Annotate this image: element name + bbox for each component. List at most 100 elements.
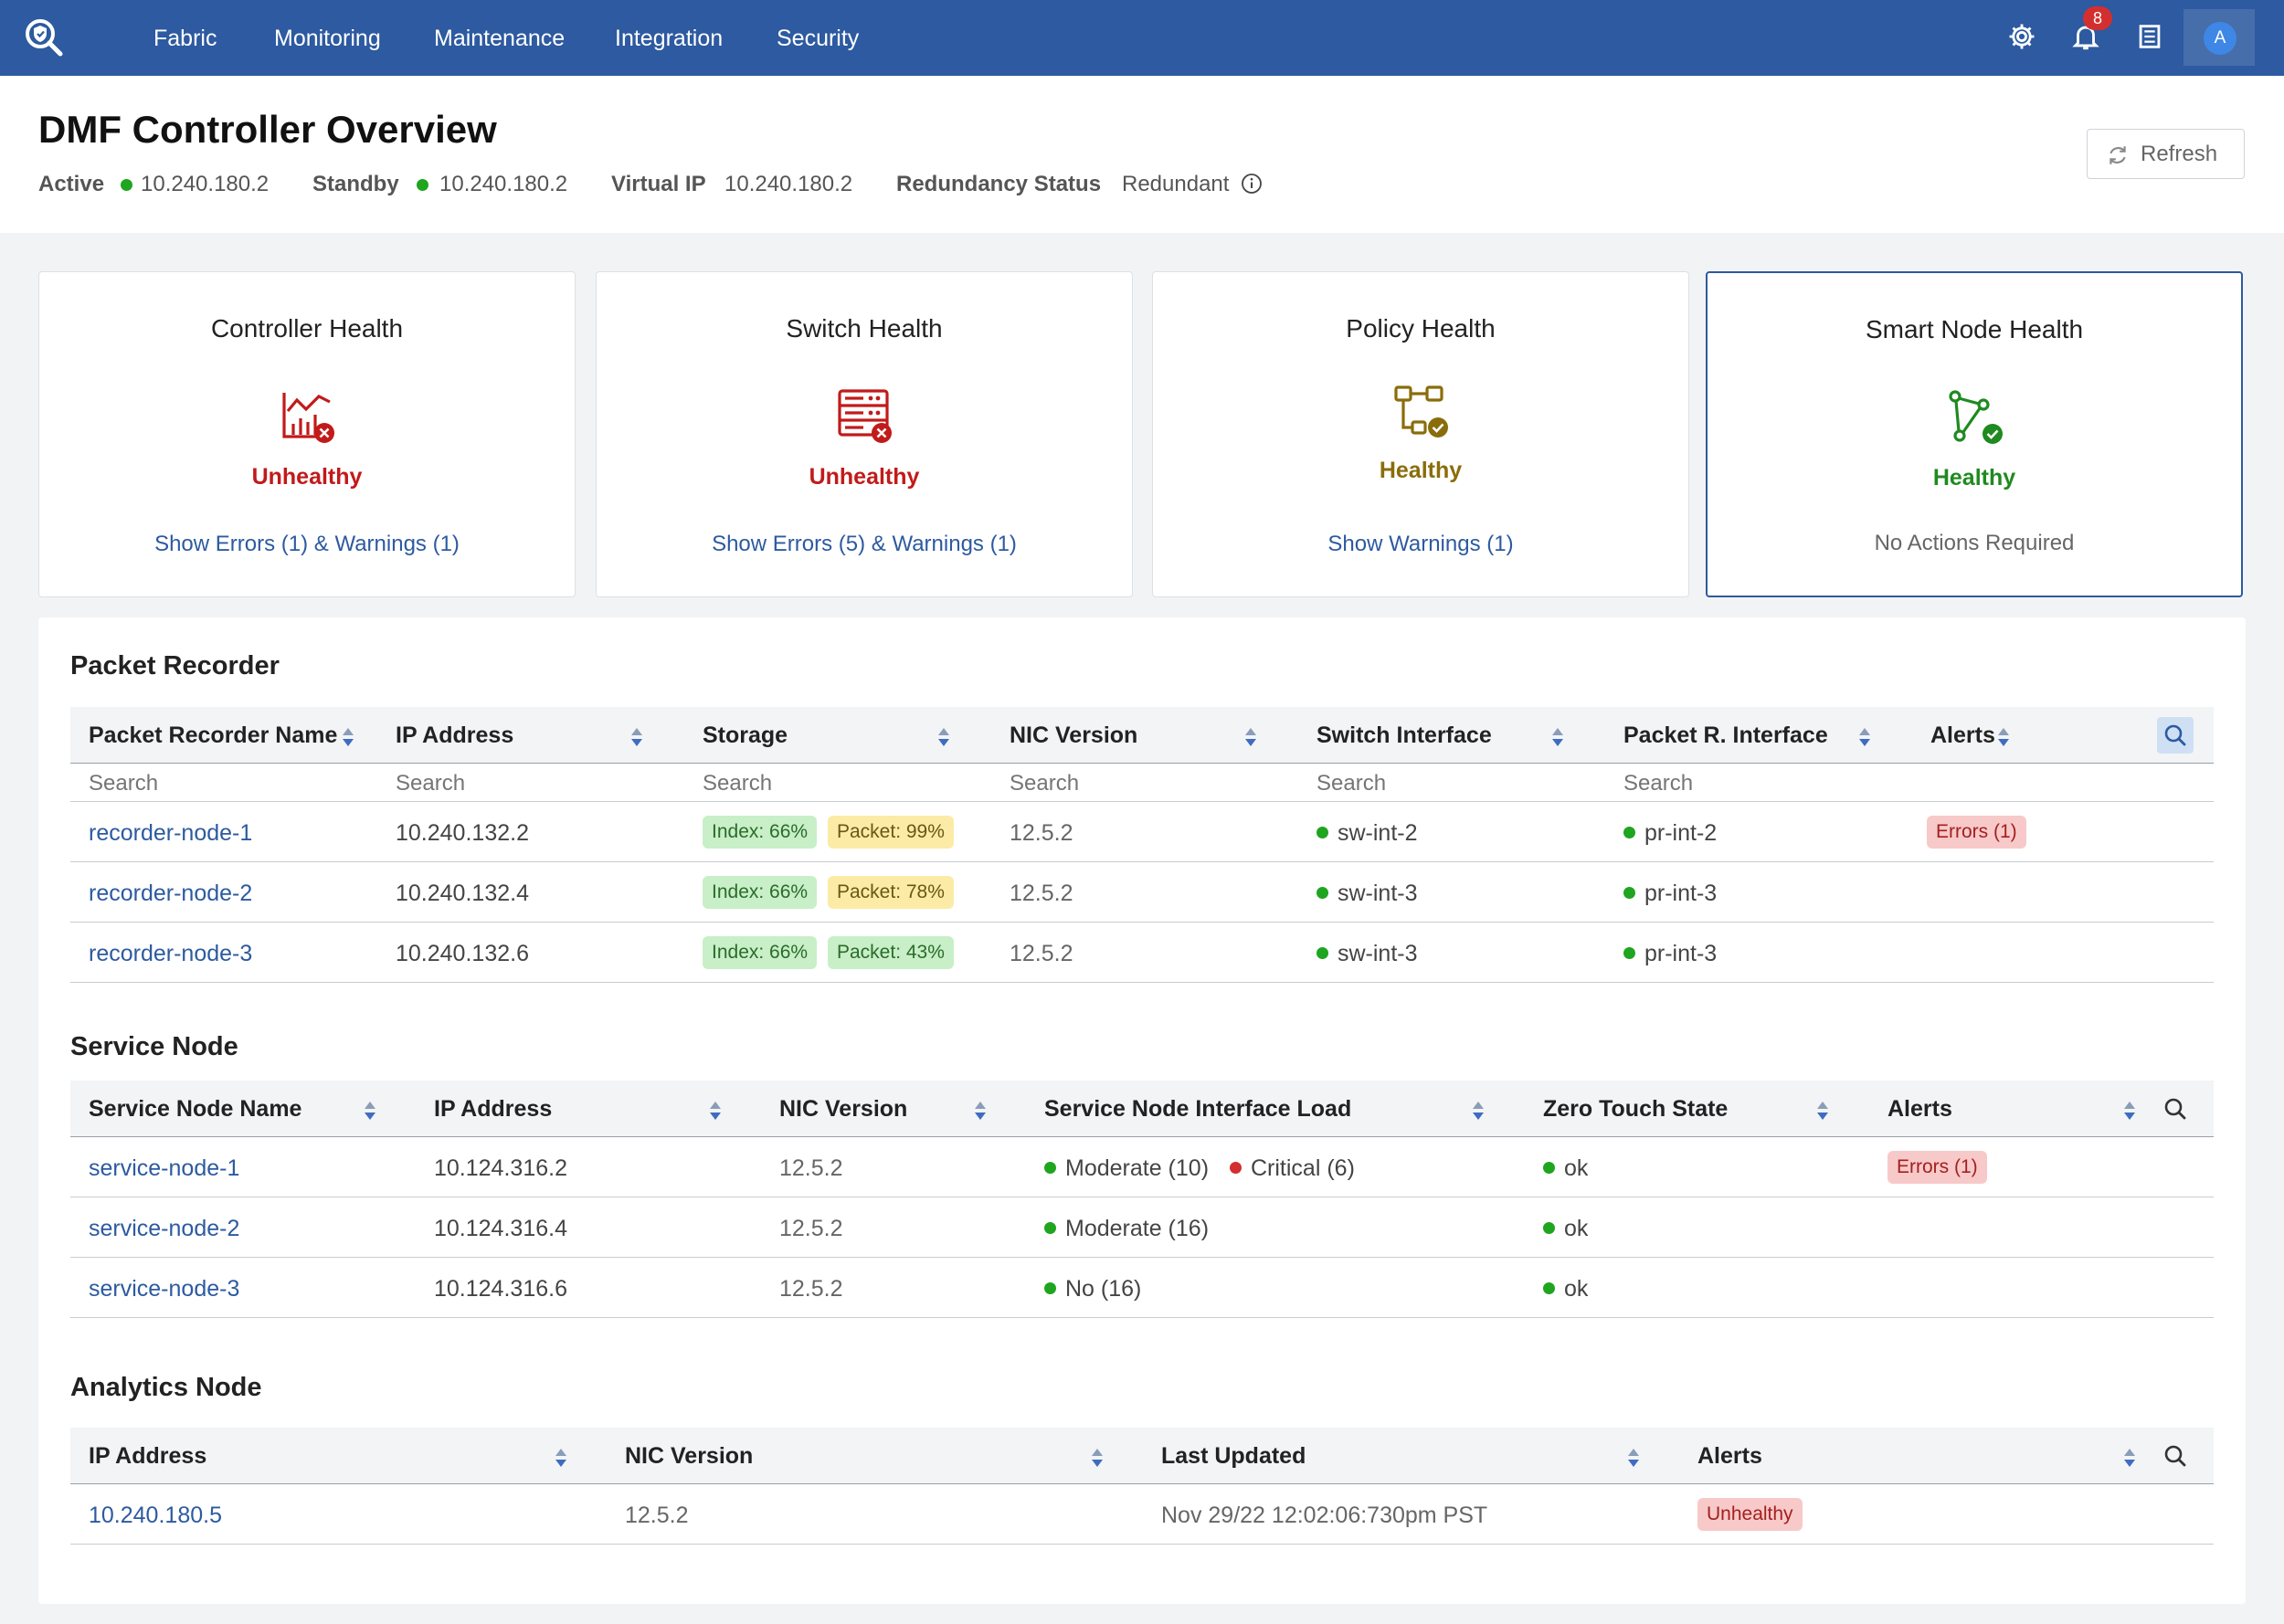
standby-status-dot xyxy=(417,179,428,191)
recorder-name-link[interactable]: recorder-node-3 xyxy=(89,941,253,966)
packet-r-interface: pr-int-2 xyxy=(1623,820,1717,847)
sort-icon[interactable] xyxy=(630,727,643,747)
nav-item-fabric[interactable]: Fabric xyxy=(153,26,217,51)
ip-address: 10.240.132.2 xyxy=(396,820,529,846)
sort-icon[interactable] xyxy=(555,1448,567,1468)
refresh-label: Refresh xyxy=(2141,142,2218,166)
redundancy-status-value: Redundant xyxy=(1122,172,1230,196)
search-input[interactable] xyxy=(1623,771,1888,796)
service-node-name-link[interactable]: service-node-2 xyxy=(89,1216,240,1241)
nav-item-integration[interactable]: Integration xyxy=(615,26,724,51)
switch-health-card[interactable]: Switch Health Unhealthy Show Errors (5) … xyxy=(596,271,1133,597)
unhealthy-alert-badge[interactable]: Unhealthy xyxy=(1697,1498,1803,1531)
nav-item-security[interactable]: Security xyxy=(777,26,860,51)
errors-alert-badge[interactable]: Errors (1) xyxy=(1887,1151,1987,1184)
column-header[interactable]: Zero Touch State xyxy=(1543,1096,1729,1122)
sort-icon[interactable] xyxy=(1816,1101,1829,1121)
show-warnings-link[interactable]: Show Warnings (1) xyxy=(1327,532,1514,556)
search-input[interactable] xyxy=(1010,771,1274,796)
active-ip: 10.240.180.2 xyxy=(141,172,270,196)
column-header[interactable]: Packet R. Interface xyxy=(1623,722,1828,748)
policy-check-icon xyxy=(1394,385,1448,438)
sort-icon[interactable] xyxy=(937,727,950,747)
packet-recorder-title: Packet Recorder xyxy=(70,651,280,680)
search-input[interactable] xyxy=(1316,771,1581,796)
zero-touch-state: ok xyxy=(1543,1216,1588,1242)
sort-icon[interactable] xyxy=(342,727,354,747)
search-input[interactable] xyxy=(703,771,968,796)
column-header[interactable]: NIC Version xyxy=(625,1443,754,1469)
status-dot xyxy=(1044,1282,1056,1294)
sort-icon[interactable] xyxy=(364,1101,376,1121)
sort-icon[interactable] xyxy=(1627,1448,1640,1468)
index-storage-pill: Index: 66% xyxy=(703,936,818,969)
column-header[interactable]: Switch Interface xyxy=(1316,722,1492,748)
card-title: Controller Health xyxy=(210,314,404,343)
interface-load: Moderate (16) xyxy=(1044,1216,1209,1242)
sort-icon[interactable] xyxy=(1551,727,1564,747)
status-dot xyxy=(1044,1162,1056,1174)
column-header[interactable]: Alerts xyxy=(1930,722,1995,748)
recorder-name-link[interactable]: recorder-node-1 xyxy=(89,820,253,846)
sort-icon[interactable] xyxy=(2123,1101,2136,1121)
status-dot xyxy=(1316,827,1328,838)
analytics-ip-link[interactable]: 10.240.180.5 xyxy=(89,1503,222,1528)
column-header[interactable]: Service Node Name xyxy=(89,1096,302,1122)
sort-icon[interactable] xyxy=(2123,1448,2136,1468)
search-icon[interactable] xyxy=(2157,717,2194,754)
column-header[interactable]: Packet Recorder Name xyxy=(89,722,338,748)
zero-touch-state: ok xyxy=(1543,1155,1588,1182)
standby-label: Standby xyxy=(312,172,399,196)
column-header[interactable]: NIC Version xyxy=(1010,722,1138,748)
column-header[interactable]: Service Node Interface Load xyxy=(1044,1096,1352,1122)
table-row: service-node-3 10.124.316.6 12.5.2 No (1… xyxy=(70,1258,2214,1318)
avatar[interactable]: A xyxy=(2204,22,2236,55)
logo-icon[interactable] xyxy=(22,16,66,59)
packet-recorder-table-header: Packet Recorder Name IP Address Storage … xyxy=(70,707,2214,764)
sort-icon[interactable] xyxy=(974,1101,987,1121)
errors-alert-badge[interactable]: Errors (1) xyxy=(1927,816,2026,849)
service-node-table-header: Service Node Name IP Address NIC Version… xyxy=(70,1081,2214,1137)
policy-health-card[interactable]: Policy Health Healthy Show Warnings (1) xyxy=(1152,271,1689,597)
column-header[interactable]: IP Address xyxy=(89,1443,207,1469)
sort-icon[interactable] xyxy=(1091,1448,1104,1468)
packet-storage-pill: Packet: 99% xyxy=(828,816,954,849)
show-errors-warnings-link[interactable]: Show Errors (1) & Warnings (1) xyxy=(154,532,460,556)
settings-gear-icon[interactable] xyxy=(2006,21,2037,52)
column-header[interactable]: Storage xyxy=(703,722,788,748)
search-input[interactable] xyxy=(396,771,661,796)
document-list-icon[interactable] xyxy=(2134,21,2165,52)
column-header[interactable]: IP Address xyxy=(396,722,514,748)
sort-icon[interactable] xyxy=(1858,727,1871,747)
card-status: Healthy xyxy=(1379,458,1463,483)
smart-node-health-card[interactable]: Smart Node Health Healthy No Actions Req… xyxy=(1706,271,2243,597)
service-node-name-link[interactable]: service-node-3 xyxy=(89,1276,240,1302)
sort-icon[interactable] xyxy=(1997,727,2010,747)
column-header[interactable]: Last Updated xyxy=(1161,1443,1306,1469)
column-header[interactable]: Alerts xyxy=(1887,1096,1952,1122)
refresh-button[interactable]: Refresh xyxy=(2087,129,2245,179)
info-icon[interactable] xyxy=(1241,173,1263,195)
recorder-name-link[interactable]: recorder-node-2 xyxy=(89,881,253,906)
search-icon[interactable] xyxy=(2157,1091,2194,1127)
search-icon[interactable] xyxy=(2157,1438,2194,1474)
column-header[interactable]: Alerts xyxy=(1697,1443,1762,1469)
packet-storage-pill: Packet: 43% xyxy=(828,936,954,969)
status-dot xyxy=(1623,947,1635,959)
search-input[interactable] xyxy=(89,771,354,796)
column-header[interactable]: NIC Version xyxy=(779,1096,908,1122)
virtual-ip: 10.240.180.2 xyxy=(724,172,853,196)
show-errors-warnings-link[interactable]: Show Errors (5) & Warnings (1) xyxy=(712,532,1017,556)
sort-icon[interactable] xyxy=(1244,727,1257,747)
top-navigation-bar: Fabric Monitoring Maintenance Integratio… xyxy=(0,0,2284,76)
index-storage-pill: Index: 66% xyxy=(703,816,818,849)
status-dot xyxy=(1230,1162,1242,1174)
nic-version: 12.5.2 xyxy=(1010,820,1073,846)
nav-item-maintenance[interactable]: Maintenance xyxy=(434,26,566,51)
column-header[interactable]: IP Address xyxy=(434,1096,553,1122)
nav-item-monitoring[interactable]: Monitoring xyxy=(274,26,381,51)
sort-icon[interactable] xyxy=(709,1101,722,1121)
sort-icon[interactable] xyxy=(1472,1101,1485,1121)
service-node-name-link[interactable]: service-node-1 xyxy=(89,1155,240,1181)
controller-health-card[interactable]: Controller Health Unhealthy Show Errors … xyxy=(38,271,576,597)
